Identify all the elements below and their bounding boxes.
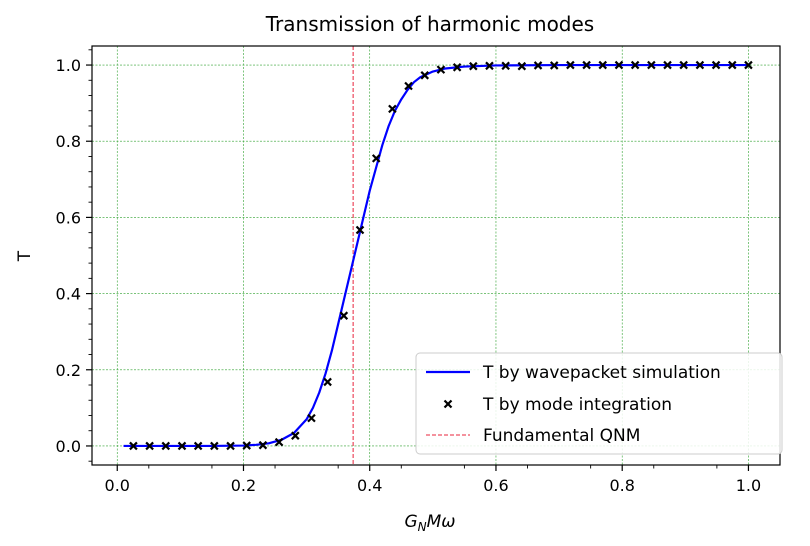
legend: T by wavepacket simulation T by mode int…: [415, 352, 783, 455]
mode-integration-point: [177, 441, 187, 451]
x-tick-label-1: 0.2: [231, 476, 256, 495]
mode-integration-point: [614, 60, 624, 70]
mode-integration-point: [291, 431, 300, 440]
x-tick-label-3: 0.6: [483, 476, 508, 495]
mode-integration-point: [226, 441, 235, 451]
x-tick-label-4: 0.8: [609, 476, 634, 495]
ticks: 0.0 0.2 0.4 0.6 0.8 1.0 0.0 0.2 0.4 0.6 0.8 1.0: [56, 49, 761, 495]
y-tick-label-5: 1.0: [56, 56, 81, 75]
mode-integration-point: [517, 61, 527, 71]
x-tick-label-2: 0.4: [357, 476, 382, 495]
mode-integration-point: [339, 311, 349, 320]
mode-integration-point: [371, 154, 381, 163]
mode-integration-point: [728, 60, 737, 70]
mode-integration-point: [388, 104, 397, 114]
chart-title: Transmission of harmonic modes: [265, 12, 594, 36]
x-tick-label-0: 0.0: [105, 476, 130, 495]
mode-integration-point: [533, 61, 543, 70]
plot-frame: [91, 45, 781, 466]
mode-integration-point: [485, 61, 494, 71]
legend-marker-swatch: [443, 399, 453, 409]
y-tick-label-4: 0.8: [56, 132, 81, 151]
mode-integration-point: [404, 81, 413, 91]
mode-integration-point: [647, 60, 656, 70]
x-axis-label-sub: N: [418, 520, 427, 534]
legend-label-mode-integration: T by mode integration: [482, 395, 672, 415]
mode-integration-point: [129, 441, 138, 451]
y-tick-label-1: 0.2: [56, 361, 81, 380]
mode-integration-point: [307, 413, 316, 423]
mode-integration-point: [242, 441, 251, 450]
legend-label-qnm: Fundamental QNM: [483, 426, 640, 446]
mode-integration-point: [566, 60, 575, 70]
legend-label-wavepacket: T by wavepacket simulation: [482, 363, 721, 383]
mode-integration-point: [274, 437, 284, 447]
mode-integration-point: [323, 377, 332, 387]
mode-integration-point: [679, 60, 688, 70]
x-tick-label-5: 1.0: [736, 476, 761, 495]
mode-integration-point: [744, 60, 753, 70]
mode-integration-point: [145, 441, 154, 451]
x-axis-label: GNMω: [404, 512, 455, 534]
mode-integration-point: [711, 60, 721, 70]
mode-integration-point: [663, 60, 672, 70]
mode-integration-point: [630, 60, 640, 70]
mode-integration-point: [436, 65, 446, 74]
mode-integration-point: [193, 441, 203, 451]
x-axis-label-base: G: [404, 512, 417, 532]
mode-integration-point: [161, 441, 171, 451]
mode-integration-point: [210, 441, 219, 451]
mode-integration-point: [452, 63, 462, 72]
y-axis-label: T: [15, 250, 35, 262]
mode-integration-point: [549, 61, 559, 70]
legend-box: [415, 352, 783, 455]
mode-integration-point: [501, 61, 510, 71]
mode-integration-point: [420, 71, 430, 80]
y-tick-label-3: 0.6: [56, 208, 81, 227]
mode-integration-point: [598, 60, 608, 70]
y-tick-label-2: 0.4: [56, 285, 81, 304]
y-tick-label-0: 0.0: [56, 437, 81, 456]
mode-integration-point: [695, 60, 705, 70]
mode-integration-point: [355, 225, 365, 235]
scatter-layer: [129, 60, 753, 451]
mode-integration-point: [469, 61, 478, 71]
x-axis-label-rest: Mω: [427, 512, 456, 532]
mode-integration-point: [258, 440, 268, 450]
mode-integration-point: [582, 60, 591, 70]
